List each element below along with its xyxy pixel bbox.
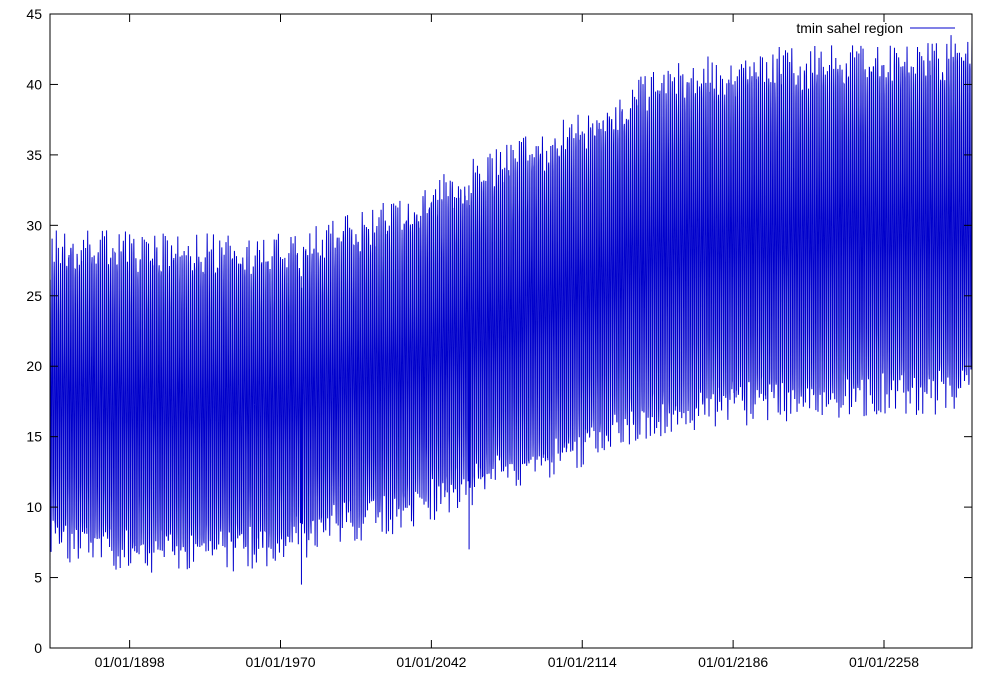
x-tick-label: 01/01/2042: [396, 654, 466, 670]
y-tick-label: 15: [26, 429, 42, 445]
y-tick-label: 5: [34, 570, 42, 586]
x-tick-label: 01/01/2186: [698, 654, 768, 670]
y-tick-label: 25: [26, 288, 42, 304]
series-layer: [49, 35, 973, 592]
series-line-tmin-sahel-region: [49, 35, 973, 592]
y-tick-label: 35: [26, 147, 42, 163]
ticks-layer: 0 5 10 15 20 25 30 35 40 45 01/01/1898 01/01/1970 01…: [26, 6, 972, 670]
y-tick-label: 10: [26, 499, 42, 515]
y-tick-label: 30: [26, 217, 42, 233]
legend-label-tmin-sahel-region: tmin sahel region: [796, 20, 903, 36]
y-tick-label: 45: [26, 6, 42, 22]
y-tick-label: 40: [26, 76, 42, 92]
x-tick-label: 01/01/1898: [95, 654, 165, 670]
y-tick-label: 20: [26, 358, 42, 374]
y-tick-label: 0: [34, 640, 42, 656]
plot-frame: [49, 13, 973, 649]
x-tick-label: 01/01/1970: [245, 654, 315, 670]
legend: tmin sahel region: [796, 20, 955, 36]
x-tick-label: 01/01/2258: [849, 654, 919, 670]
x-tick-label: 01/01/2114: [548, 654, 617, 670]
